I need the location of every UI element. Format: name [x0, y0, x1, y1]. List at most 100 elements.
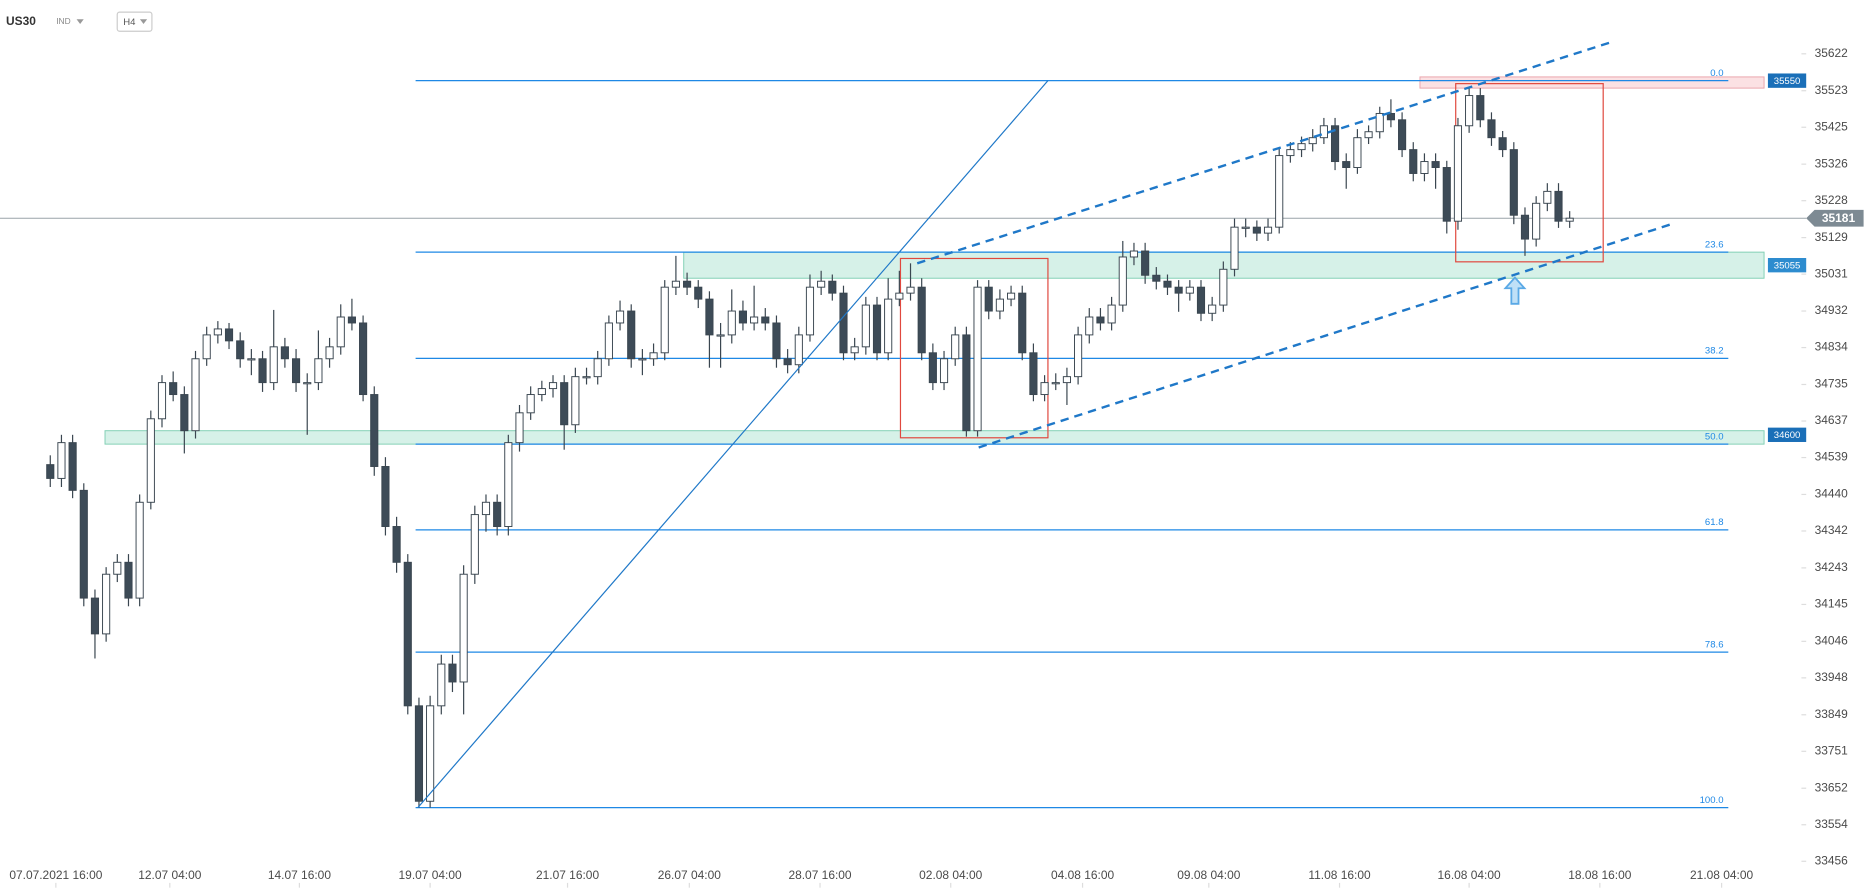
- y-tick-label: 34539: [1815, 450, 1849, 464]
- candle-body: [1398, 119, 1407, 151]
- timeframe[interactable]: H4: [123, 17, 136, 28]
- candle-body: [1163, 280, 1172, 288]
- candle-body: [392, 526, 401, 563]
- x-tick-label: 09.08 04:00: [1177, 868, 1240, 882]
- candle-body: [1129, 250, 1139, 258]
- candle-body: [224, 328, 234, 342]
- x-tick-label: 04.08 16:00: [1051, 868, 1114, 882]
- candle-body: [459, 573, 468, 683]
- candle-body: [615, 310, 625, 324]
- candle-body: [1420, 161, 1429, 174]
- market[interactable]: IND: [56, 16, 70, 26]
- x-tick-label: 21.08 04:00: [1690, 868, 1753, 882]
- candle-body: [1208, 304, 1217, 314]
- x-tick-label: 28.07 16:00: [788, 868, 851, 882]
- trendline: [417, 80, 1049, 808]
- candle-body: [660, 286, 669, 354]
- fib-label: 50.0: [1705, 431, 1724, 442]
- y-tick-label: 34440: [1815, 487, 1849, 501]
- candle-body: [437, 663, 446, 707]
- candle-body: [325, 346, 334, 360]
- candle-body: [761, 316, 770, 324]
- timeframe-box[interactable]: [116, 11, 153, 32]
- candle-body: [280, 346, 289, 360]
- dropdown-caret[interactable]: [76, 19, 84, 25]
- candle-body: [671, 280, 680, 288]
- candle-body: [1263, 226, 1273, 234]
- candle-body: [526, 394, 535, 414]
- candle-body: [124, 561, 133, 599]
- candle-body: [1286, 149, 1295, 157]
- candle-body: [895, 292, 904, 300]
- candle-body: [515, 412, 524, 444]
- candle-body: [504, 442, 513, 527]
- candle-body: [180, 394, 189, 432]
- candle-body: [582, 376, 591, 379]
- candle-body: [995, 298, 1004, 312]
- candle-body: [593, 358, 602, 378]
- candle-body: [962, 334, 971, 432]
- y-tick-label: 35129: [1815, 230, 1849, 244]
- candle-body: [1319, 125, 1328, 139]
- x-tick-label: 18.08 16:00: [1568, 868, 1631, 882]
- candle-body: [258, 358, 267, 384]
- y-tick-label: 34735: [1815, 377, 1849, 391]
- y-tick-label: 35523: [1815, 83, 1849, 97]
- candle-body: [381, 466, 390, 527]
- candle-body: [1062, 376, 1071, 384]
- candle-body: [303, 382, 312, 385]
- candle-body: [146, 418, 155, 503]
- candle-body: [90, 597, 100, 635]
- candle-body: [1353, 137, 1362, 168]
- candle-body: [191, 358, 200, 432]
- candle-body: [560, 382, 569, 426]
- x-tick-label: 16.08 04:00: [1438, 868, 1501, 882]
- candle-body: [1185, 286, 1194, 294]
- x-tick-label: 11.08 16:00: [1308, 868, 1371, 882]
- y-tick-label: 34243: [1815, 560, 1849, 574]
- level-tag-label: 34600: [1774, 430, 1801, 441]
- y-tick-label: 34046: [1815, 633, 1849, 647]
- y-tick-label: 35425: [1815, 119, 1849, 133]
- candle-body: [772, 322, 781, 360]
- candle-body: [906, 286, 915, 294]
- candle-body: [68, 442, 77, 491]
- candle-body: [649, 352, 658, 360]
- candle-body: [872, 304, 882, 354]
- candle-body: [1275, 155, 1284, 228]
- x-tick-label: 12.07 04:00: [138, 868, 201, 882]
- candle-body: [1498, 137, 1507, 151]
- price-tag: [1806, 209, 1864, 227]
- candle-body: [1386, 112, 1395, 121]
- candle-body: [135, 501, 144, 599]
- candle-body: [1230, 226, 1239, 270]
- candle-body: [1543, 190, 1552, 204]
- candle-body: [1554, 190, 1563, 222]
- candle-body: [247, 358, 256, 361]
- y-tick-label: 33948: [1815, 670, 1849, 684]
- y-tick-label: 35031: [1815, 266, 1849, 280]
- candle-body: [1308, 137, 1317, 145]
- candle-body: [683, 280, 692, 288]
- symbol[interactable]: US30: [6, 14, 36, 28]
- candle-body: [1520, 214, 1530, 240]
- candle-body: [1297, 143, 1306, 151]
- candle-body: [1509, 149, 1518, 216]
- candle-body: [291, 358, 301, 384]
- candle-body: [336, 316, 345, 348]
- candle-body: [817, 280, 826, 288]
- dropdown-caret[interactable]: [139, 19, 148, 25]
- candle-body: [493, 501, 502, 527]
- candle-body: [1442, 167, 1451, 222]
- y-tick-label: 33554: [1815, 817, 1849, 831]
- candle-body: [1330, 125, 1340, 163]
- candle-body: [627, 310, 636, 360]
- fib-label: 100.0: [1700, 795, 1724, 806]
- x-tick-label: 21.07 16:00: [536, 868, 599, 882]
- candle-body: [1465, 95, 1474, 127]
- candle-body: [1453, 125, 1463, 222]
- level-tag: [1767, 73, 1807, 88]
- y-tick-label: 33849: [1815, 707, 1849, 721]
- candle-body: [951, 334, 960, 360]
